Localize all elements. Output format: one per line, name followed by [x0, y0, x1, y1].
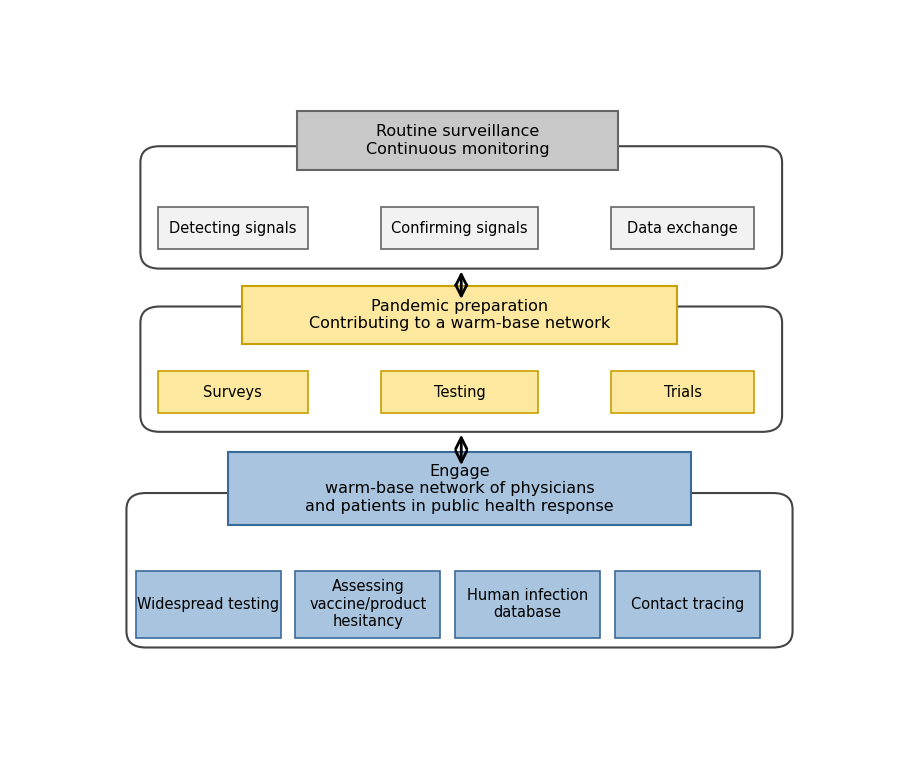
FancyBboxPatch shape [381, 371, 538, 413]
FancyBboxPatch shape [126, 493, 793, 647]
Text: Trials: Trials [663, 385, 702, 400]
Text: Contact tracing: Contact tracing [631, 597, 744, 612]
Text: Engage
warm-base network of physicians
and patients in public health response: Engage warm-base network of physicians a… [305, 464, 614, 513]
Text: Detecting signals: Detecting signals [169, 221, 297, 236]
FancyBboxPatch shape [136, 571, 281, 637]
FancyBboxPatch shape [611, 207, 754, 249]
Text: Assessing
vaccine/product
hesitancy: Assessing vaccine/product hesitancy [310, 579, 427, 629]
FancyBboxPatch shape [158, 207, 308, 249]
FancyBboxPatch shape [241, 286, 678, 344]
FancyBboxPatch shape [297, 111, 618, 170]
Text: Surveys: Surveys [203, 385, 262, 400]
FancyBboxPatch shape [455, 571, 600, 637]
FancyBboxPatch shape [158, 371, 308, 413]
Text: Widespread testing: Widespread testing [137, 597, 279, 612]
FancyBboxPatch shape [140, 307, 782, 431]
FancyBboxPatch shape [611, 371, 754, 413]
FancyBboxPatch shape [615, 571, 760, 637]
FancyBboxPatch shape [140, 146, 782, 269]
Text: Pandemic preparation
Contributing to a warm-base network: Pandemic preparation Contributing to a w… [309, 299, 610, 332]
FancyBboxPatch shape [295, 571, 440, 637]
Text: Human infection
database: Human infection database [467, 588, 588, 620]
FancyBboxPatch shape [228, 452, 691, 525]
FancyBboxPatch shape [381, 207, 538, 249]
Text: Confirming signals: Confirming signals [392, 221, 527, 236]
Text: Routine surveillance
Continuous monitoring: Routine surveillance Continuous monitori… [366, 124, 550, 157]
Text: Testing: Testing [434, 385, 485, 400]
Text: Data exchange: Data exchange [627, 221, 738, 236]
